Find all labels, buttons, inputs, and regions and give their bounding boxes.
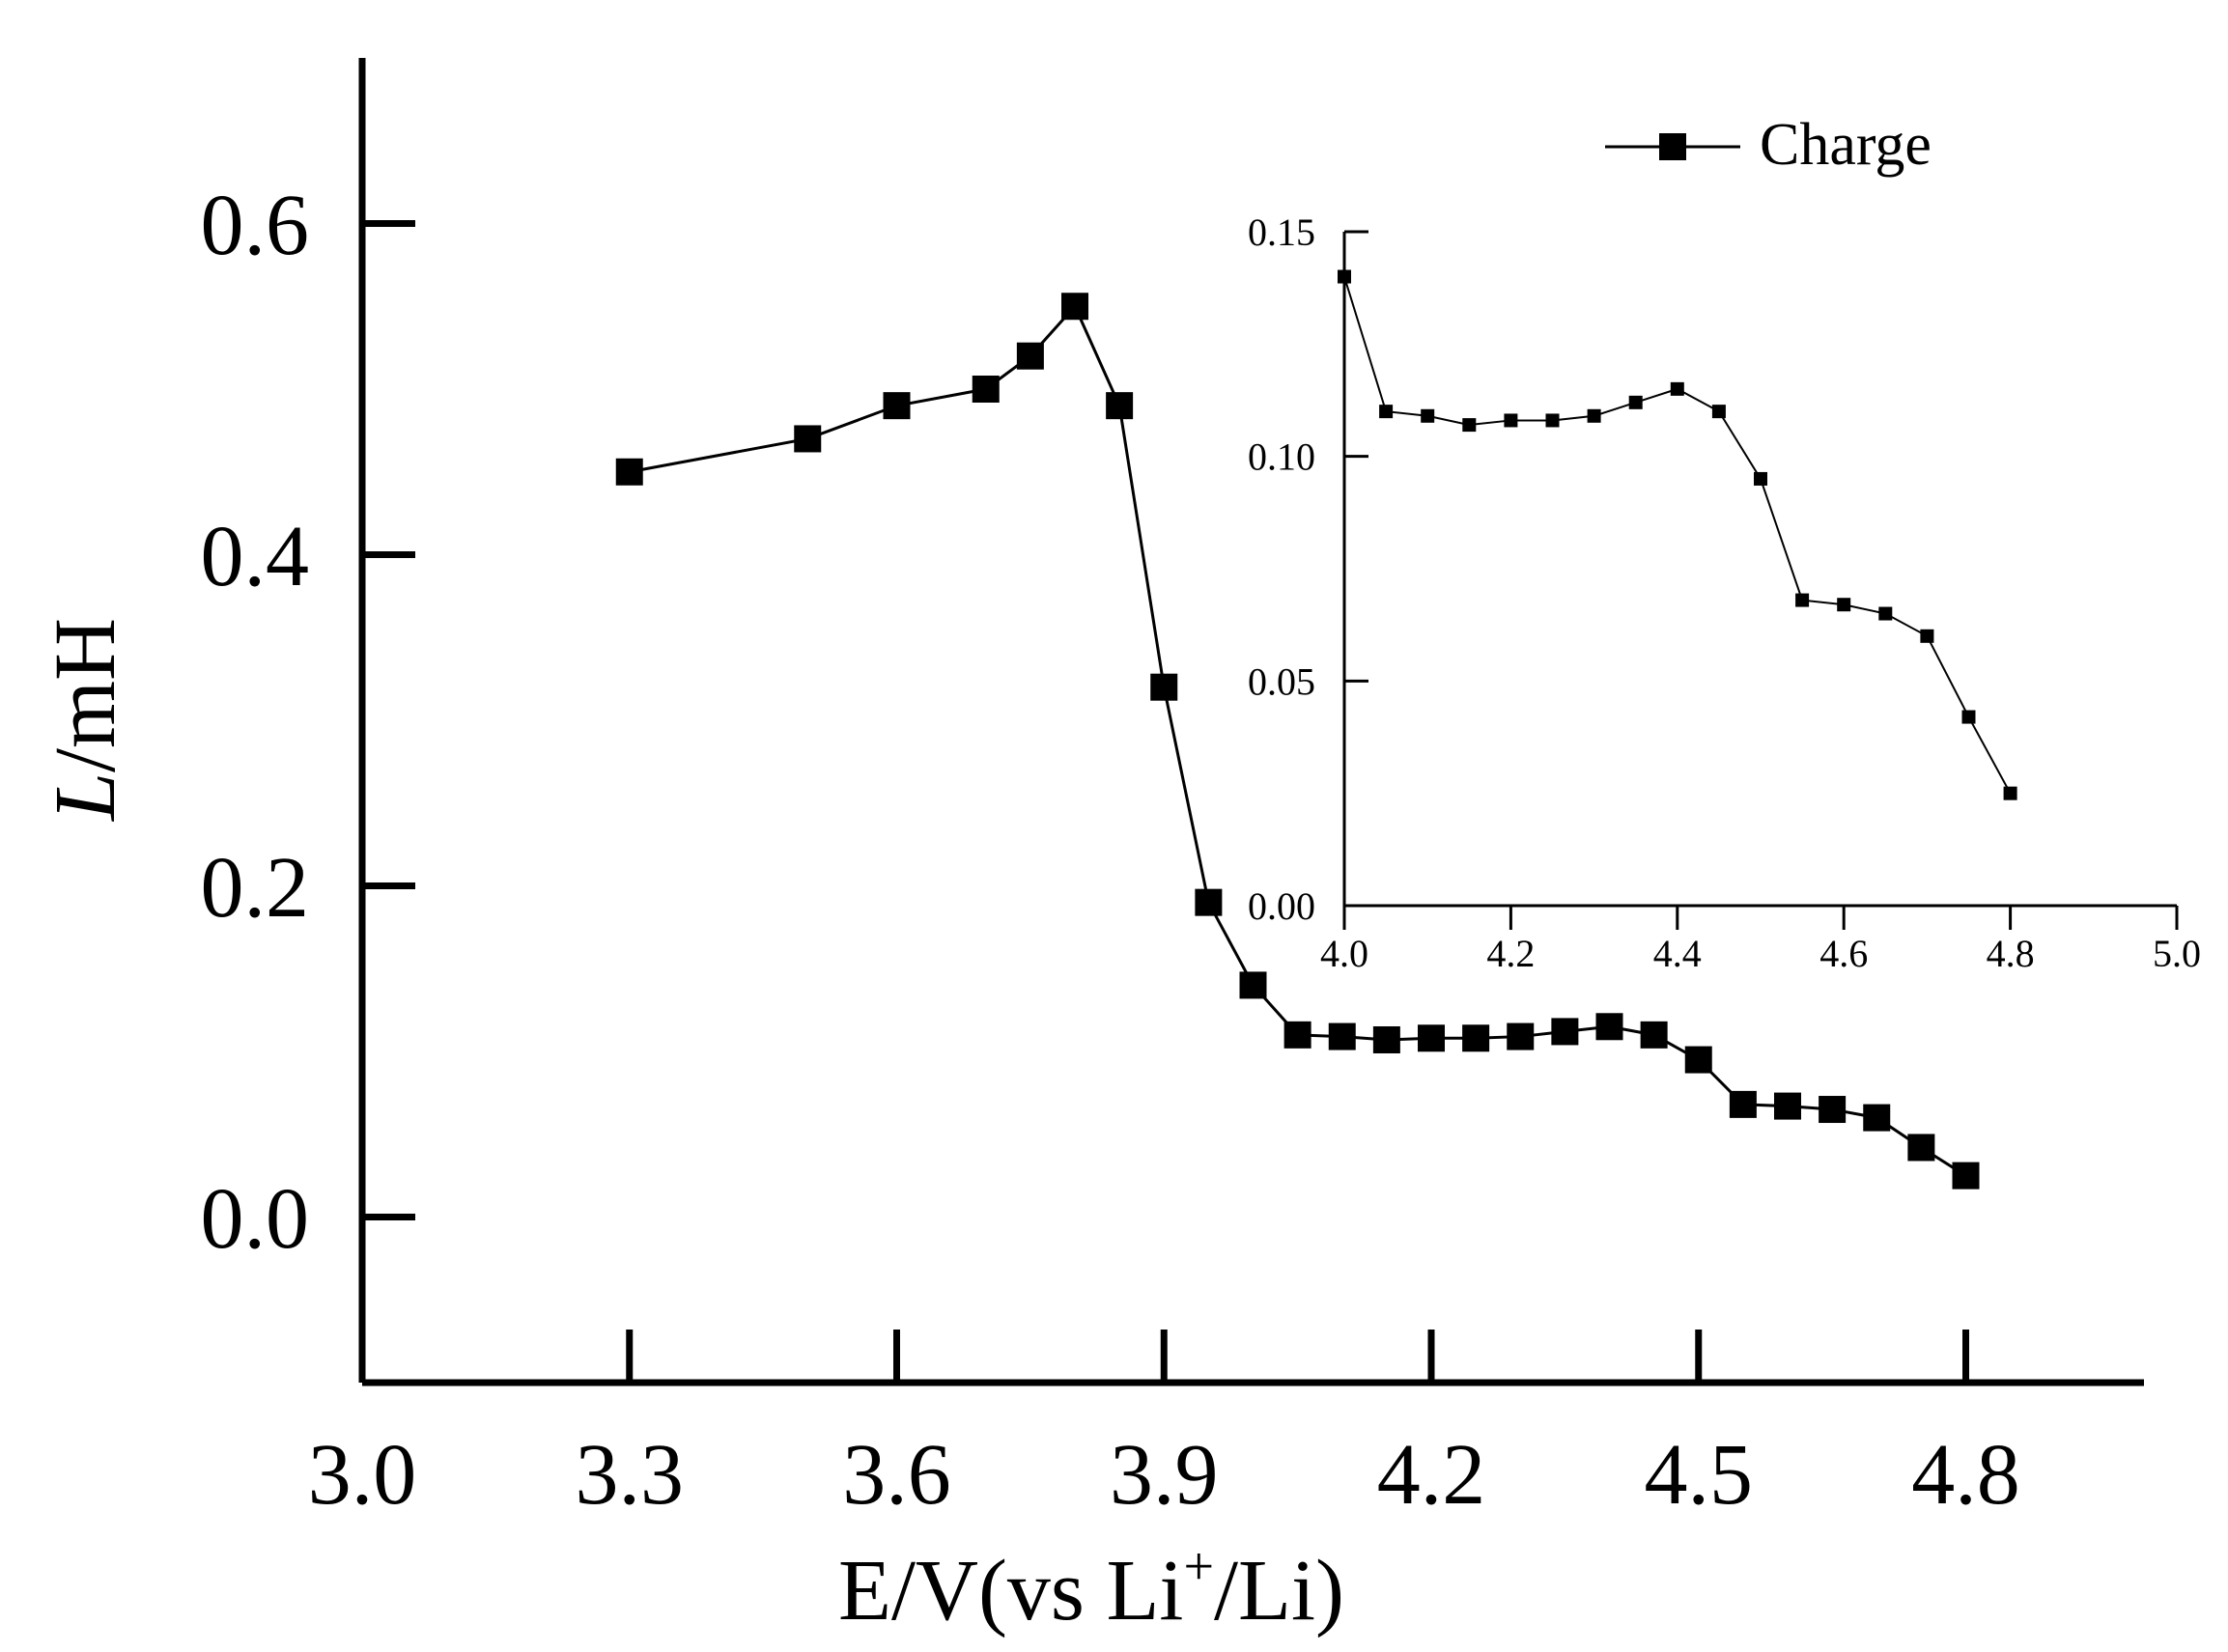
main-x-tick-label: 4.5 [1645,1427,1754,1523]
main-data-point [1150,673,1178,701]
main-data-point [1239,971,1267,999]
inset-data-point [1587,408,1601,423]
x-axis-label-suffix: /Li) [1214,1543,1344,1638]
x-axis-label-sup: + [1183,1537,1214,1597]
x-axis-label: E/V(vs Li+/Li) [838,1537,1344,1638]
main-data-point [1372,1025,1400,1053]
main-data-point [1283,1021,1311,1049]
inset-y-tick-label: 0.10 [1248,435,1315,479]
inset-data-point [2003,786,2017,800]
inset-data-point [1421,408,1435,423]
legend: Charge [1605,112,1932,178]
main-x-tick-label: 3.3 [576,1427,685,1523]
main-data-point [1328,1022,1356,1050]
legend-label: Charge [1760,112,1932,178]
inset-x-tick-label: 4.6 [1819,932,1868,975]
y-axis-label-italic: L [38,772,133,823]
main-data-point [1507,1022,1535,1050]
main-data-point [1819,1096,1847,1124]
inset-x-tick-label: 4.8 [1987,932,2035,975]
inset-data-point [1379,405,1394,419]
main-data-point [1595,1013,1623,1041]
main-data-point [1640,1021,1668,1049]
inset-x-tick-label: 4.2 [1486,932,1535,975]
main-x-tick-label: 4.8 [1911,1427,2020,1523]
x-axis-label-prefix: E/V(vs Li [838,1543,1183,1638]
inset-data-point [1338,269,1351,284]
main-data-point [1863,1104,1891,1132]
inset-x-tick-label: 5.0 [2153,932,2201,975]
inset-y-tick-label: 0.05 [1248,659,1315,703]
inset-data-point [1920,629,1934,643]
main-x-tick-label: 3.0 [308,1427,417,1523]
main-data-point [1462,1024,1490,1052]
inset-data-point [1462,418,1477,433]
y-axis-label-rest: /mH [38,618,133,772]
main-x-tick-label: 4.2 [1377,1427,1486,1523]
legend-marker [1659,133,1686,160]
main-data-point [615,458,643,486]
inset-data-point [1878,606,1893,621]
inset-data-point [1961,710,1976,724]
inset-x-tick-label: 4.0 [1320,932,1368,975]
main-data-point [1106,392,1134,420]
main-data-point [1684,1046,1712,1074]
main-x-tick-label: 3.6 [842,1427,951,1523]
inset-data-point [1504,413,1518,428]
inset-data-point [1711,405,1726,419]
inset-data-point [1628,395,1643,409]
main-data-point [1551,1018,1579,1046]
main-y-tick-label: 0.4 [201,509,310,604]
inset-x-tick-label: 4.4 [1653,932,1702,975]
main-data-point [1195,888,1223,916]
y-axis-label: L/mH [38,618,133,823]
main-data-point [1907,1134,1935,1162]
main-data-point [794,425,822,453]
inset-plot: 4.0 4.2 4.4 4.6 4.8 5.0 0.00 0.05 0.10 0.15 [1248,210,2201,975]
main-data-point [972,376,1000,403]
main-y-tick-label: 0.6 [201,178,310,273]
inset-y-tick-label: 0.15 [1248,210,1315,254]
main-data-point [883,392,911,420]
main-data-point [1418,1024,1445,1052]
main-y-tick-label: 0.0 [201,1171,310,1267]
inset-data-point [1670,381,1684,396]
inset-data-point [1754,471,1767,486]
main-data-point [1016,342,1044,370]
inset-data-point [1545,413,1560,428]
inset-data-point [1795,593,1810,607]
main-data-point [1952,1162,1980,1190]
inset-series-line [1343,276,2012,795]
main-plot: 3.0 3.3 3.6 3.9 4.2 4.5 4.8 0.0 0.2 0.4 0.6 [201,58,2144,1523]
main-y-tick-label: 0.2 [201,840,310,936]
main-data-point [1729,1090,1757,1118]
main-data-point [1061,293,1088,321]
inset-data-point [1837,598,1851,612]
main-x-tick-label: 3.9 [1110,1427,1219,1523]
inset-y-tick-label: 0.00 [1248,884,1315,928]
main-data-point [1774,1092,1801,1120]
